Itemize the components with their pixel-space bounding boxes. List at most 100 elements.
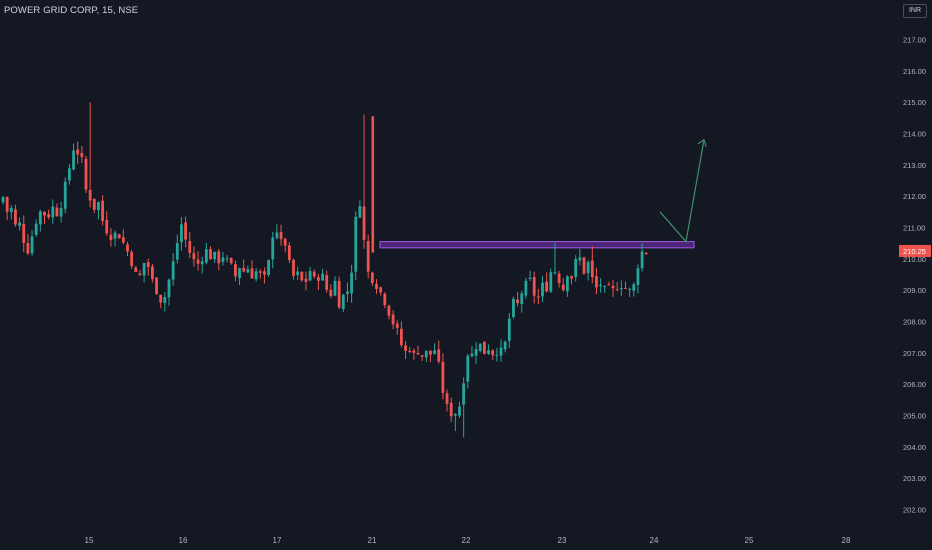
candle-body	[92, 198, 96, 210]
candle-body	[595, 276, 598, 288]
candle-body	[354, 216, 358, 272]
last-price-badge	[899, 244, 931, 257]
candle-body	[640, 251, 644, 269]
candle-body	[43, 211, 46, 216]
candle-body	[101, 200, 104, 221]
candle-body	[258, 271, 262, 273]
time-tick-label: 28	[842, 536, 851, 545]
candle-body	[292, 259, 295, 276]
time-tick-label: 23	[558, 536, 567, 545]
price-tick-label: 206.00	[903, 380, 926, 389]
candle-body	[644, 252, 648, 254]
candle-body	[599, 285, 602, 287]
candle-body	[578, 257, 582, 261]
candle-body	[317, 277, 320, 281]
time-tick-label: 24	[650, 536, 659, 545]
candle-body	[84, 158, 88, 190]
candle-body	[180, 224, 183, 243]
candle-body	[429, 350, 432, 355]
candle-body	[466, 355, 470, 382]
chart-title: POWER GRID CORP, 15, NSE	[4, 5, 139, 16]
candle-body	[370, 272, 374, 283]
price-tick-label: 213.00	[903, 161, 926, 170]
candle-body	[246, 269, 250, 273]
price-axis-background	[895, 0, 932, 550]
candle-body	[204, 249, 208, 263]
candle-body	[458, 406, 461, 416]
candle-body	[38, 211, 42, 225]
candle-body	[453, 414, 457, 416]
candle-body	[26, 243, 30, 254]
candle-body	[391, 314, 395, 325]
candle-body	[221, 257, 225, 262]
candles	[1, 102, 648, 438]
candle-body	[553, 272, 557, 274]
candle-body	[358, 206, 362, 218]
candle-body	[607, 284, 611, 286]
candle-body	[1, 197, 5, 203]
candle-body	[557, 273, 561, 284]
candle-body	[254, 271, 258, 280]
price-tick-label: 214.00	[903, 129, 926, 138]
time-tick-label: 21	[368, 536, 377, 545]
time-axis[interactable]: 15 16 17 21 22 23 24 25 28	[0, 528, 895, 550]
candle-body	[524, 280, 528, 296]
candle-body	[574, 258, 578, 277]
price-axis[interactable]: 202.00 203.00 204.00 205.00 206.00 207.00 208.…	[895, 0, 932, 550]
candle-body	[155, 277, 158, 295]
candle-body	[267, 260, 270, 275]
candle-body	[80, 153, 84, 157]
candle-body	[495, 354, 499, 356]
candle-body	[171, 261, 175, 280]
candle-body	[375, 283, 378, 290]
candle-body	[582, 257, 586, 274]
candle-body	[30, 236, 34, 254]
candle-body	[362, 206, 366, 240]
candle-body	[350, 272, 353, 294]
candle-body	[507, 318, 511, 341]
candle-body	[238, 268, 241, 279]
time-axis-background	[0, 528, 895, 550]
candle-body	[400, 328, 403, 346]
price-tick-label: 205.00	[903, 411, 926, 420]
resistance-zone-box[interactable]	[379, 241, 695, 249]
candle-body	[275, 232, 279, 238]
candle-body	[371, 116, 375, 253]
candle-body	[55, 207, 59, 217]
candle-body	[603, 286, 607, 288]
candle-body	[5, 196, 9, 212]
candle-body	[586, 261, 590, 274]
candle-body	[445, 393, 449, 404]
candle-body	[22, 224, 26, 243]
projection-path[interactable]	[659, 139, 705, 243]
candle-body	[72, 150, 75, 170]
candle-body	[159, 294, 163, 303]
candle-body	[105, 219, 109, 234]
candle-body	[184, 222, 187, 240]
currency-button[interactable]: INR	[903, 4, 927, 18]
candle-body	[337, 280, 341, 308]
candle-body	[470, 353, 474, 357]
candle-body	[287, 245, 291, 261]
candle-body	[109, 234, 113, 241]
candle-body	[512, 298, 515, 318]
last-price-label: 210.25	[903, 247, 926, 256]
candle-body	[545, 281, 549, 292]
candle-body	[18, 222, 21, 226]
candle-body	[487, 350, 490, 354]
price-tick-label: 217.00	[903, 35, 926, 44]
candle-body	[300, 271, 304, 281]
candle-body	[296, 271, 300, 275]
candle-body	[611, 285, 615, 289]
candle-body	[217, 251, 221, 264]
candle-body	[163, 297, 167, 303]
candle-body	[192, 253, 196, 260]
candle-body	[321, 273, 324, 281]
candle-body	[516, 299, 519, 304]
candle-body	[88, 189, 92, 201]
candle-body	[263, 271, 266, 275]
candle-body	[483, 341, 486, 355]
candle-body	[142, 262, 146, 276]
candle-body	[121, 237, 125, 243]
